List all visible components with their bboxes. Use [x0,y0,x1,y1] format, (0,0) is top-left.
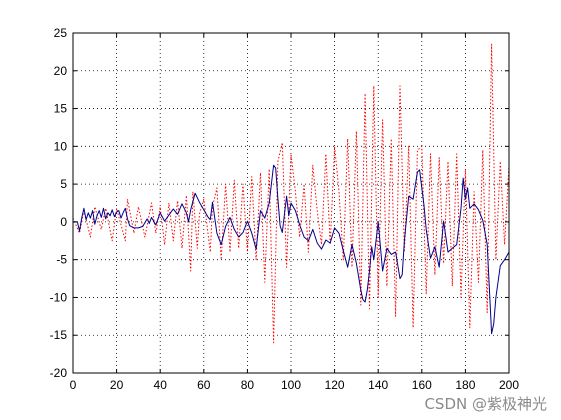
y-tick-label: 25 [54,26,68,40]
x-tick-label: 180 [455,378,475,392]
y-tick-label: -20 [50,366,68,380]
watermark-text: CSDN @紫极神光 [424,395,547,413]
x-tick-label: 120 [325,378,345,392]
y-tick-label: -10 [50,290,68,304]
x-tick-label: 200 [499,378,519,392]
series-layer [72,43,510,344]
y-tick-label: 20 [54,64,68,78]
x-tick-label: 140 [368,378,388,392]
axis-ticks: 0 20 40 60 80 100 120 140 160 180 200 -20 -15 -10 -5 0 5… [50,26,520,392]
y-tick-label: 10 [54,139,68,153]
y-tick-label: -15 [50,328,68,342]
y-tick-label: -5 [56,253,67,267]
series-line-solid [73,164,510,335]
x-tick-label: 20 [110,378,124,392]
x-tick-label: 0 [70,378,77,392]
x-tick-label: 100 [281,378,301,392]
y-tick-label: 5 [60,177,67,191]
x-tick-label: 40 [154,378,168,392]
x-tick-label: 160 [412,378,432,392]
y-tick-label: 0 [60,215,67,229]
x-tick-label: 80 [241,378,255,392]
y-tick-label: 15 [54,102,68,116]
series-line-dotted [72,43,510,344]
x-tick-label: 60 [197,378,211,392]
